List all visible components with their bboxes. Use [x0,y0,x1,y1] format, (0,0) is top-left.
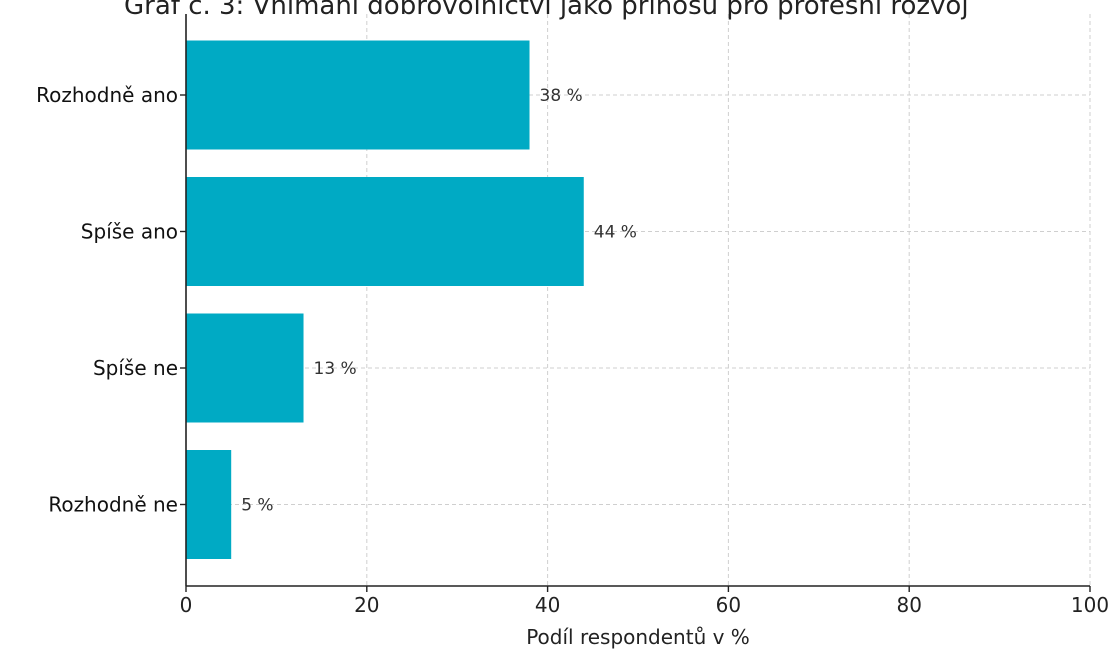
bars [186,40,584,559]
x-tick-label: 0 [180,593,193,617]
bar [186,450,232,559]
data-labels: 38 % 44 % 13 % 5 % [241,86,637,516]
x-tick-label: 20 [354,593,379,617]
category-label: Spíše ne [93,356,178,380]
x-axis-title: Podíl respondentů v % [526,625,750,649]
x-tick-label: 80 [896,593,921,617]
category-labels: Rozhodně ano Spíše ano Spíše ne Rozhodně ne [36,83,186,517]
category-label: Rozhodně ano [36,83,178,107]
x-tick-label: 60 [716,593,741,617]
x-tick-label: 40 [535,593,560,617]
data-label: 13 % [314,359,357,379]
x-ticks: 0 20 40 60 80 100 [180,586,1109,617]
chart-title: Graf č. 3: Vnímání dobrovolnictví jako p… [124,0,969,21]
data-label: 44 % [594,223,637,243]
bar [186,177,584,286]
category-label: Spíše ano [81,220,178,244]
bar [186,40,530,150]
data-label: 5 % [241,496,273,516]
bar [186,313,304,423]
axes [185,14,1090,587]
data-label: 38 % [540,86,583,106]
category-label: Rozhodně ne [48,493,178,517]
x-tick-label: 100 [1071,593,1109,617]
